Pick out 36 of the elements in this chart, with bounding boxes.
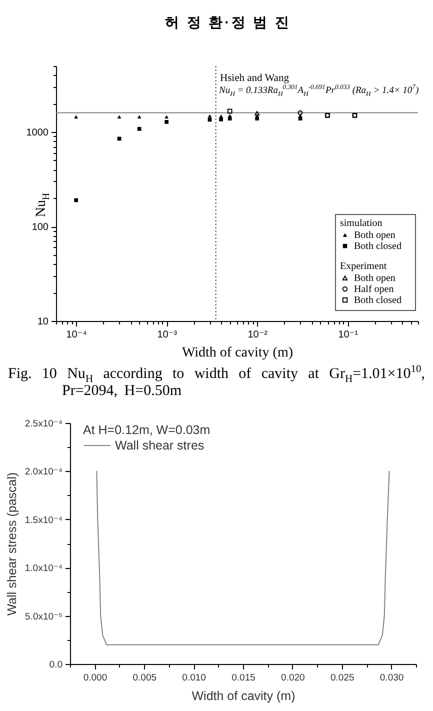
y-tick-label: 1000 (26, 128, 49, 139)
x-axis-title: Width of cavity (m) (192, 689, 296, 703)
text: 허 정 환·정 범 진 (164, 14, 292, 32)
y-tick-label: 2.5x10⁻⁴ (24, 418, 62, 430)
y-tick-label: 2.0x10⁻⁴ (24, 466, 62, 478)
x-tick-label: 10⁻² (248, 330, 268, 340)
legend-title: simulation (340, 218, 382, 229)
x-tick-label: 0.025 (330, 672, 354, 684)
annotation: Experiment (340, 261, 387, 272)
x-tick-label: 10⁻⁴ (66, 330, 87, 340)
x-tick-label: 0.030 (380, 672, 404, 684)
y-tick-label: 1.0x10⁻⁴ (24, 563, 62, 574)
x-axis-title: Width of cavity (m) (182, 346, 294, 360)
y-tick-label: 0.0 (49, 660, 62, 670)
y-tick-label: 100 (32, 222, 49, 234)
x-tick-label: 0.020 (281, 672, 305, 684)
y-axis-title: Wall shear stress (pascal) (4, 472, 19, 616)
legend-title: At H=0.12m, W=0.03m (83, 423, 210, 437)
x-tick-label: 0.000 (83, 672, 108, 684)
legend-label: Both open (354, 230, 396, 241)
x-tick-label: 10⁻³ (157, 330, 178, 340)
legend-label: Both closed (354, 241, 402, 252)
x-tick-label: 0.010 (182, 672, 206, 684)
text: Fig. 10 Nu$_{H}$ according to width of cavity at Gr$_{H}$=1.01×10$^{10}$, Pr=2094, H=0.50m (8, 364, 425, 399)
y-tick-label: 1.5x10⁻⁴ (24, 514, 62, 526)
ref-line-label: Hsieh and Wang (220, 73, 289, 84)
legend-label: Both closed (354, 295, 402, 306)
text: Nu$_{H}$ = 0.133Ra$_{H}$$^{0.301}$A$_{H}$$^{-0.691}$Pr$^{0.033}$ (Ra$_{H}$ > 1.4× 10$^{7}$) (219, 84, 419, 98)
x-tick-label: 10⁻¹ (338, 330, 359, 340)
legend-label: Both open (354, 273, 396, 284)
x-tick-label: 0.005 (132, 672, 157, 684)
y-tick-label: 5.0x10⁻⁵ (25, 611, 63, 622)
legend-label: Wall shear stres (115, 438, 204, 452)
legend-label: Half open (354, 284, 394, 295)
y-tick-label: 10 (37, 316, 49, 328)
x-tick-label: 0.015 (232, 672, 256, 684)
